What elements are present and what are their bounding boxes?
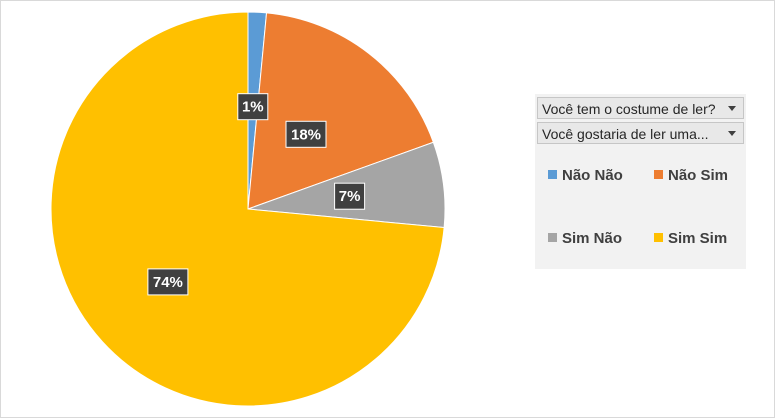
legend-label: Sim Não [562,230,623,247]
legend-item-sim-sim: Sim Sim [654,230,727,247]
legend-item-nao-sim: Não Sim [654,167,728,184]
legend-label: Não Sim [668,167,729,184]
field-filter-button-2[interactable]: Você gostaria de ler uma... [537,122,744,144]
data-label-box [334,182,366,210]
legend-label: Não Não [562,167,623,184]
legend-item-sim-nao: Sim Não [548,230,622,247]
data-label-text: 74% [153,274,183,291]
legend-swatch [654,170,663,179]
pie-slice-nao-sim[interactable] [247,12,434,210]
legend-panel: Você tem o costume de ler? Você gostaria… [535,94,746,269]
data-label-box [237,93,269,121]
data-label-sim-sim: 74% [147,268,189,296]
pie-slice-sim-sim[interactable] [50,11,445,407]
legend-swatch [548,170,557,179]
data-label-box [285,120,327,148]
legend-item-nao-nao: Não Não [548,167,623,184]
legend-label: Sim Sim [668,230,728,247]
field-filter-label-1: Você tem o costume de ler? [542,101,716,117]
legend-swatch [654,233,663,242]
dropdown-arrow-icon[interactable] [728,106,736,111]
data-label-text: 1% [242,99,264,116]
field-filter-button-1[interactable]: Você tem o costume de ler? [537,97,744,119]
data-label-nao-sim: 18% [285,120,327,148]
field-filter-label-2: Você gostaria de ler uma... [542,126,709,142]
data-label-text: 18% [291,126,321,143]
dropdown-arrow-icon[interactable] [728,131,736,136]
data-label-nao-nao: 1% [237,93,269,121]
data-label-sim-nao: 7% [334,182,366,210]
data-label-text: 7% [339,188,361,205]
legend-swatch [548,233,557,242]
data-label-box [147,268,189,296]
